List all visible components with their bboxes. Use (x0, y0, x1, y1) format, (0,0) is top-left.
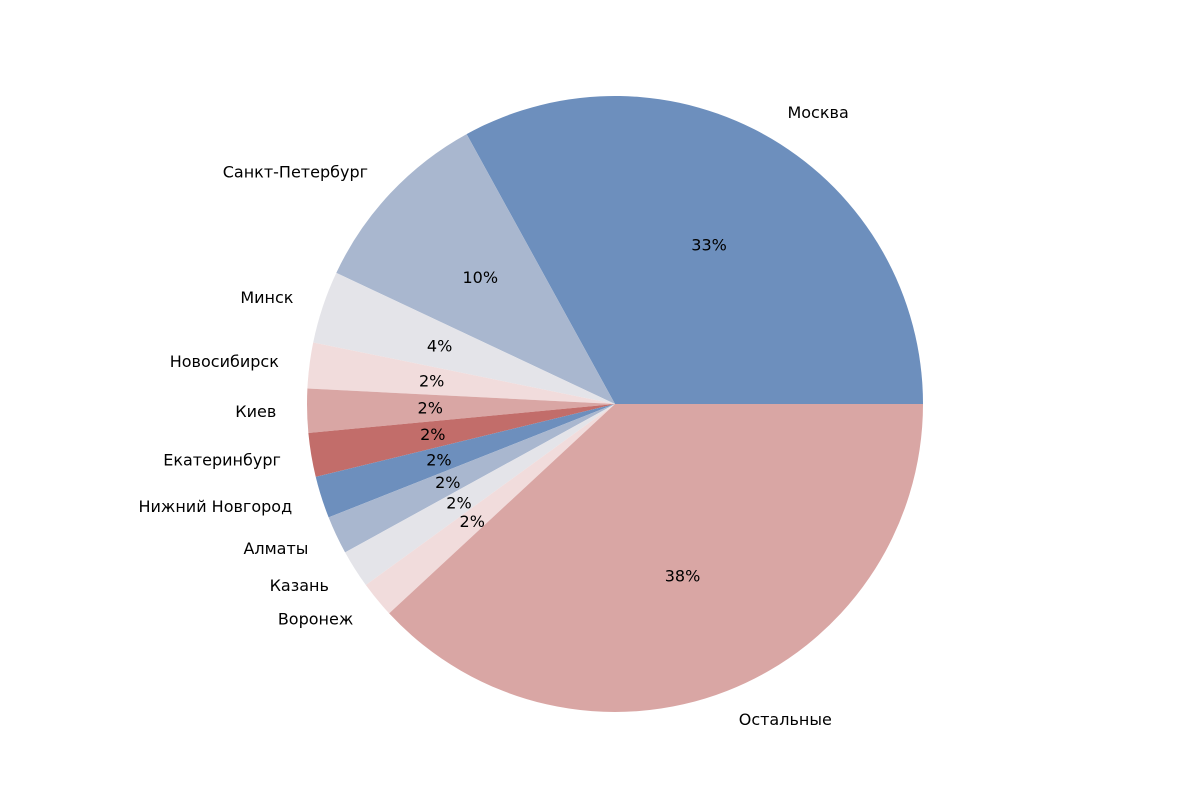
slice-label-6: Нижний Новгород (138, 497, 292, 516)
slice-label-4: Киев (235, 402, 276, 421)
pie-slice-4 (307, 388, 615, 433)
slice-percent-9: 2% (460, 512, 485, 531)
slice-percent-6: 2% (426, 451, 451, 470)
slice-percent-0: 33% (691, 235, 727, 254)
slice-percent-2: 4% (427, 336, 452, 355)
slice-label-0: Москва (787, 103, 848, 122)
slice-label-3: Новосибирск (170, 352, 279, 371)
slice-label-5: Екатеринбург (163, 451, 281, 470)
slice-label-1: Санкт-Петербург (223, 163, 368, 182)
pie-slice-7 (328, 404, 615, 553)
pie-slice-3 (307, 342, 615, 404)
pie-slice-10 (389, 404, 923, 713)
slice-percent-5: 2% (420, 425, 445, 444)
slice-percent-8: 2% (446, 494, 471, 513)
pie-slice-2 (313, 272, 615, 404)
slice-label-10: Остальные (739, 710, 832, 729)
pie-slice-0 (466, 96, 923, 404)
slice-label-2: Минск (240, 288, 293, 307)
slice-percent-3: 2% (419, 371, 444, 390)
slice-percent-1: 10% (463, 268, 499, 287)
slice-percent-4: 2% (418, 399, 443, 418)
pie-slice-1 (336, 134, 615, 404)
labels-layer: Москва 33% Санкт-Петербург 10% Минск 4% Новоси… (138, 103, 848, 729)
slice-percent-7: 2% (435, 473, 460, 492)
slice-label-9: Воронеж (278, 610, 353, 629)
pie-slice-5 (308, 404, 615, 477)
slice-label-7: Алматы (243, 539, 308, 558)
pie-slice-6 (315, 404, 615, 518)
pie-slice-9 (365, 404, 615, 614)
slice-percent-10: 38% (665, 567, 701, 586)
pie-slice-8 (345, 404, 615, 586)
slice-label-8: Казань (270, 576, 329, 595)
slices-layer (307, 96, 923, 713)
